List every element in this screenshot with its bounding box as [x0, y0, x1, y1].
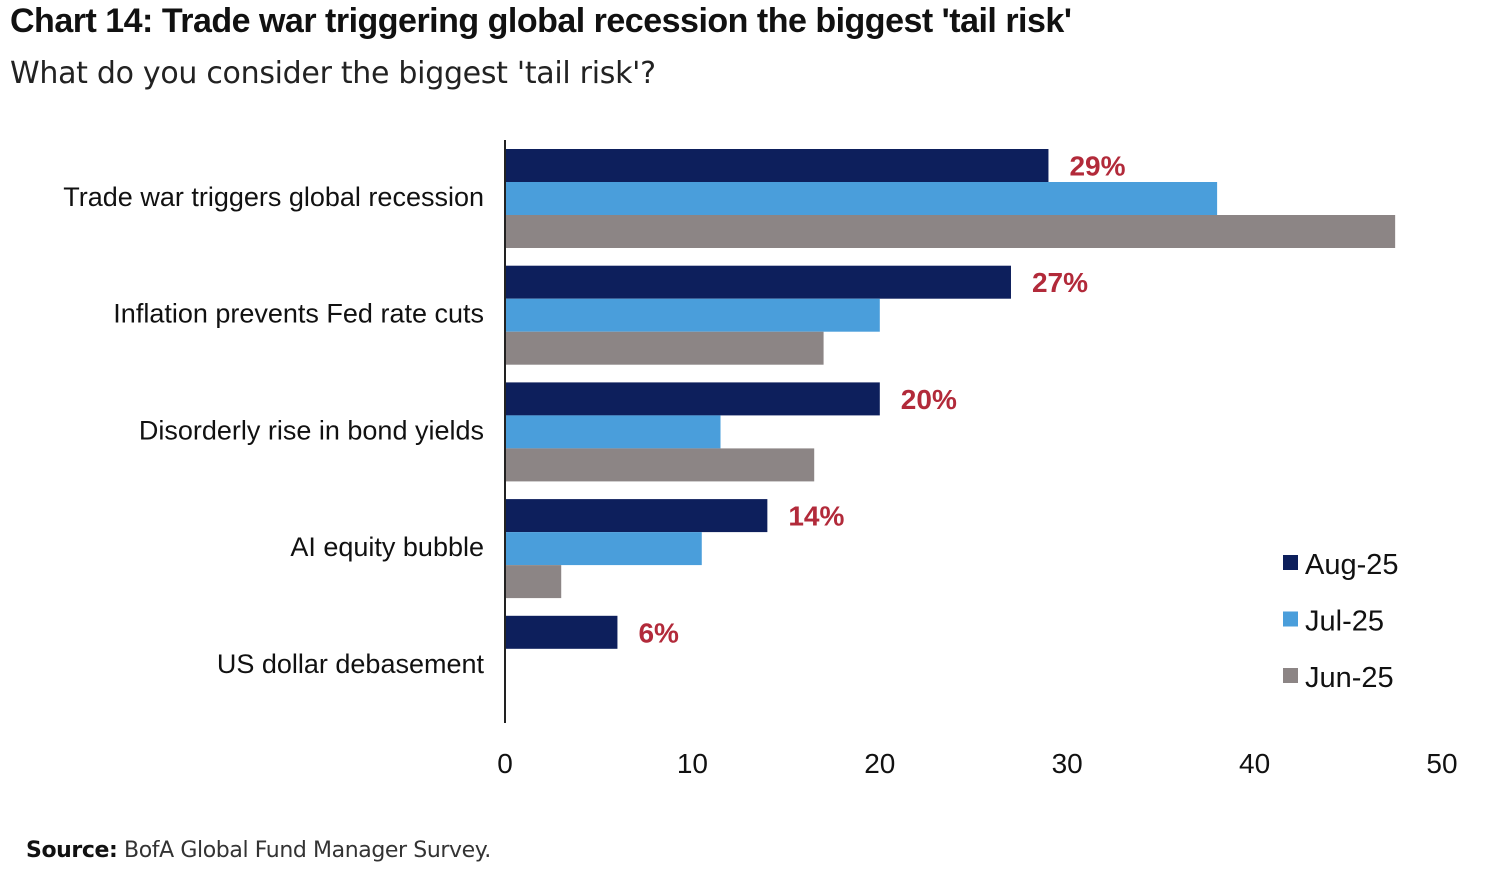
bar-jul-25-3 [505, 415, 721, 449]
x-tick-label: 30 [1052, 748, 1083, 779]
legend-label: Jul-25 [1305, 606, 1384, 638]
x-tick-label: 40 [1239, 748, 1270, 779]
source-note: Source: BofA Global Fund Manager Survey. [26, 838, 491, 863]
bar-jul-25-4 [505, 532, 702, 566]
legend-label: Aug-25 [1305, 549, 1399, 581]
chart-subtitle: What do you consider the biggest 'tail r… [10, 56, 656, 91]
category-label: Disorderly rise in bond yields [139, 415, 484, 445]
source-text: BofA Global Fund Manager Survey. [124, 838, 491, 863]
bar-aug-25-5 [505, 615, 618, 649]
legend-swatch-jun-25 [1283, 668, 1298, 683]
data-label: 27% [1032, 267, 1088, 298]
x-tick-label: 10 [677, 748, 708, 779]
bar-jul-25-1 [505, 182, 1218, 215]
data-label: 14% [788, 501, 844, 532]
bar-jun-25-2 [505, 331, 824, 365]
bar-jun-25-1 [505, 215, 1396, 248]
legend-swatch-aug-25 [1283, 555, 1298, 570]
data-label: 20% [901, 384, 957, 415]
legend-swatch-jul-25 [1283, 611, 1298, 627]
x-tick-label: 20 [864, 748, 895, 779]
x-tick-label: 50 [1426, 748, 1457, 779]
legend-label: Jun-25 [1305, 662, 1394, 694]
bar-jul-25-2 [505, 298, 880, 332]
bar-aug-25-2 [505, 265, 1011, 299]
chart-title: Chart 14: Trade war triggering global re… [10, 2, 1072, 40]
bar-aug-25-4 [505, 499, 768, 533]
category-label: Trade war triggers global recession [63, 182, 484, 212]
category-label: US dollar debasement [217, 649, 485, 679]
bar-jun-25-4 [505, 565, 562, 599]
bar-jun-25-3 [505, 448, 815, 482]
source-label: Source: [26, 838, 118, 863]
category-label: AI equity bubble [290, 532, 484, 562]
bar-aug-25-3 [505, 382, 880, 416]
data-label: 6% [638, 617, 679, 648]
x-tick-label: 0 [497, 748, 513, 779]
data-label: 29% [1069, 151, 1125, 182]
category-label: Inflation prevents Fed rate cuts [113, 299, 484, 329]
bar-aug-25-1 [505, 149, 1049, 182]
